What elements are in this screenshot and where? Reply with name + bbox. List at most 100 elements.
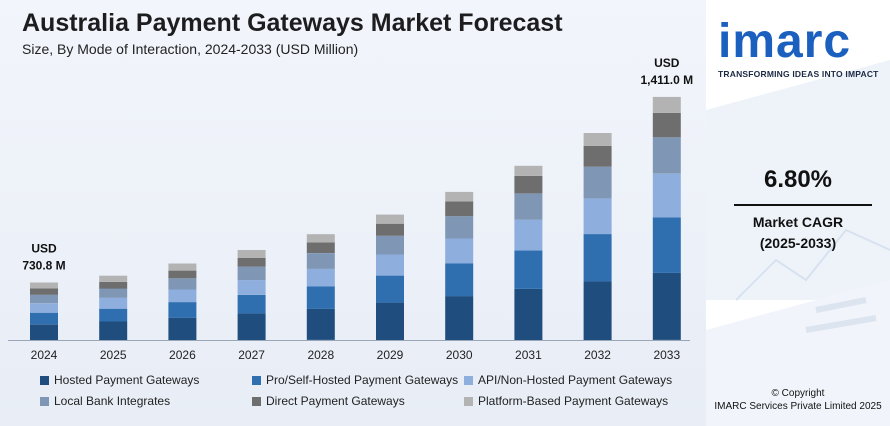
bar-pro-self-hosted-payment-gateways-2027 — [237, 295, 266, 314]
bar-api-non-hosted-payment-gateways-2027 — [237, 280, 266, 295]
x-tick-label-2024: 2024 — [31, 348, 58, 362]
bar-local-bank-integrates-2028 — [306, 253, 335, 269]
bar-hosted-payment-gateways-2024 — [30, 324, 58, 341]
legend-item-direct-payment-gateways: Direct Payment Gateways — [252, 394, 464, 408]
bar-hosted-payment-gateways-2033 — [652, 272, 681, 340]
chart-panel: Australia Payment Gateways Market Foreca… — [0, 0, 706, 426]
bar-direct-payment-gateways-2033 — [652, 112, 681, 138]
bar-local-bank-integrates-2024 — [30, 294, 58, 304]
bar-pro-self-hosted-payment-gateways-2031 — [514, 250, 543, 289]
bar-api-non-hosted-payment-gateways-2029 — [376, 254, 404, 276]
annotation-2024-unit: USD — [31, 242, 57, 256]
bar-local-bank-integrates-2025 — [99, 288, 128, 298]
x-tick-label-2026: 2026 — [169, 348, 196, 362]
bar-platform-based-payment-gateways-2031 — [514, 165, 543, 176]
legend-item-hosted-payment-gateways: Hosted Payment Gateways — [40, 373, 252, 387]
legend-item-pro-self-hosted-payment-gateways: Pro/Self-Hosted Payment Gateways — [252, 373, 464, 387]
bar-api-non-hosted-payment-gateways-2025 — [99, 298, 128, 309]
legend-item-local-bank-integrates: Local Bank Integrates — [40, 394, 252, 408]
bar-hosted-payment-gateways-2030 — [445, 296, 474, 340]
bar-api-non-hosted-payment-gateways-2033 — [652, 173, 681, 218]
bar-hosted-payment-gateways-2029 — [376, 302, 404, 340]
copyright-line-1: © Copyright — [771, 388, 825, 399]
bar-pro-self-hosted-payment-gateways-2032 — [583, 234, 612, 282]
legend-label: API/Non-Hosted Payment Gateways — [478, 373, 673, 387]
cagr-value: 6.80% — [763, 166, 833, 193]
background-decoration — [706, 0, 890, 426]
chart-title: Australia Payment Gateways Market Foreca… — [22, 9, 563, 37]
x-tick-label-2031: 2031 — [515, 348, 542, 362]
cagr-label: Market CAGR — [752, 214, 844, 230]
legend-swatch — [40, 396, 49, 406]
bar-platform-based-payment-gateways-2024 — [30, 282, 58, 289]
x-tick-label-2025: 2025 — [100, 348, 127, 362]
x-tick-label-2033: 2033 — [653, 348, 680, 362]
bar-local-bank-integrates-2029 — [376, 235, 404, 255]
imarc-logo: imarc TRANSFORMING IDEAS INTO IMPACT — [718, 15, 888, 80]
bar-hosted-payment-gateways-2032 — [583, 281, 612, 340]
bar-local-bank-integrates-2027 — [237, 266, 266, 281]
copyright-notice: © Copyright IMARC Services Private Limit… — [706, 387, 890, 413]
logo-tagline: TRANSFORMING IDEAS INTO IMPACT — [718, 69, 879, 79]
bar-direct-payment-gateways-2024 — [30, 288, 58, 295]
bar-api-non-hosted-payment-gateways-2031 — [514, 219, 543, 251]
legend-item-api-non-hosted-payment-gateways: API/Non-Hosted Payment Gateways — [464, 373, 700, 387]
bar-pro-self-hosted-payment-gateways-2024 — [30, 312, 58, 325]
legend-label: Pro/Self-Hosted Payment Gateways — [266, 373, 459, 387]
bar-direct-payment-gateways-2026 — [168, 270, 197, 279]
chart-legend: Hosted Payment Gateways Pro/Self-Hosted P… — [40, 373, 700, 408]
bar-direct-payment-gateways-2025 — [99, 281, 128, 289]
bar-hosted-payment-gateways-2025 — [99, 321, 128, 340]
bar-api-non-hosted-payment-gateways-2026 — [168, 289, 197, 303]
bar-api-non-hosted-payment-gateways-2024 — [30, 303, 58, 313]
logo-wordmark: imarc — [718, 15, 852, 68]
bar-platform-based-payment-gateways-2033 — [652, 96, 681, 113]
bar-pro-self-hosted-payment-gateways-2025 — [99, 308, 128, 322]
legend-swatch — [252, 396, 261, 406]
legend-swatch — [40, 375, 49, 385]
bar-hosted-payment-gateways-2031 — [514, 289, 543, 340]
bar-pro-self-hosted-payment-gateways-2029 — [376, 275, 404, 303]
bar-hosted-payment-gateways-2028 — [306, 308, 335, 340]
legend-label: Hosted Payment Gateways — [54, 373, 200, 387]
bar-api-non-hosted-payment-gateways-2028 — [306, 268, 335, 287]
bar-local-bank-integrates-2030 — [445, 216, 474, 239]
bar-api-non-hosted-payment-gateways-2030 — [445, 238, 474, 264]
bar-pro-self-hosted-payment-gateways-2030 — [445, 263, 474, 297]
bar-local-bank-integrates-2033 — [652, 137, 681, 174]
x-tick-label-2027: 2027 — [238, 348, 265, 362]
legend-label: Platform-Based Payment Gateways — [478, 394, 669, 408]
annotation-2033-value: 1,411.0 M — [640, 73, 693, 87]
bar-direct-payment-gateways-2030 — [445, 201, 474, 217]
bar-hosted-payment-gateways-2026 — [168, 317, 197, 340]
cagr-divider — [734, 204, 872, 206]
x-tick-label-2029: 2029 — [377, 348, 404, 362]
bar-api-non-hosted-payment-gateways-2032 — [583, 198, 612, 234]
side-panel: imarc TRANSFORMING IDEAS INTO IMPACT 6.8… — [706, 0, 890, 426]
bar-pro-self-hosted-payment-gateways-2028 — [306, 286, 335, 309]
stacked-bar-chart: 2024 2025 2026 2027 2028 2029 2030 2031 2032 2033… — [8, 56, 693, 362]
bar-direct-payment-gateways-2028 — [306, 242, 335, 253]
bar-local-bank-integrates-2026 — [168, 278, 197, 290]
bar-direct-payment-gateways-2027 — [237, 258, 266, 267]
bar-platform-based-payment-gateways-2025 — [99, 275, 128, 282]
bar-platform-based-payment-gateways-2029 — [376, 214, 404, 224]
bar-platform-based-payment-gateways-2032 — [583, 133, 612, 146]
bar-local-bank-integrates-2031 — [514, 193, 543, 220]
legend-item-platform-based-payment-gateways: Platform-Based Payment Gateways — [464, 394, 700, 408]
bar-pro-self-hosted-payment-gateways-2026 — [168, 302, 197, 318]
bar-direct-payment-gateways-2031 — [514, 175, 543, 194]
bar-platform-based-payment-gateways-2030 — [445, 191, 474, 202]
bar-direct-payment-gateways-2029 — [376, 223, 404, 236]
bar-platform-based-payment-gateways-2028 — [306, 234, 335, 243]
legend-swatch — [464, 375, 473, 385]
bar-direct-payment-gateways-2032 — [583, 145, 612, 167]
annotation-2033-unit: USD — [654, 56, 680, 70]
bar-pro-self-hosted-payment-gateways-2033 — [652, 217, 681, 273]
bar-platform-based-payment-gateways-2027 — [237, 250, 266, 258]
chart-subtitle: Size, By Mode of Interaction, 2024-2033 … — [22, 41, 359, 57]
x-tick-label-2032: 2032 — [584, 348, 611, 362]
legend-swatch — [252, 375, 261, 385]
copyright-line-2: IMARC Services Private Limited 2025 — [714, 401, 882, 412]
legend-label: Direct Payment Gateways — [266, 394, 405, 408]
